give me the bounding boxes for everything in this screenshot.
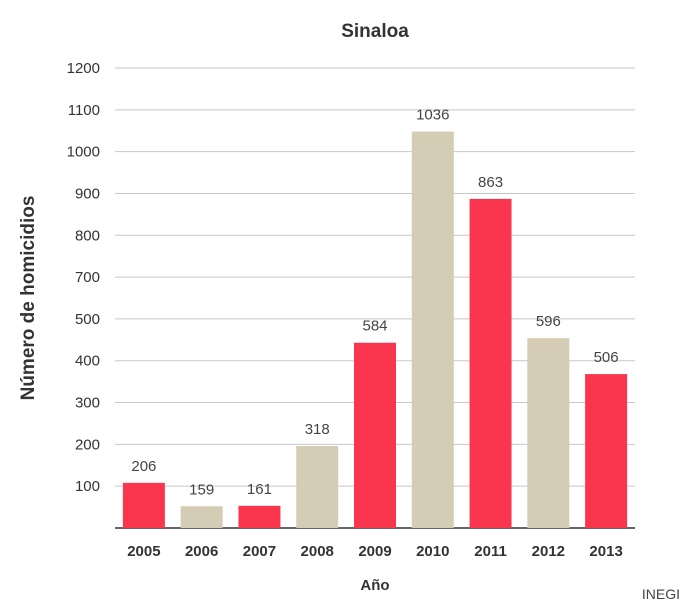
x-tick-label-2013: 2013 xyxy=(589,543,622,560)
bar-2005 xyxy=(122,482,165,528)
x-tick-label-2012: 2012 xyxy=(532,543,565,560)
x-tick-label-2006: 2006 xyxy=(185,543,218,560)
y-tick-label: 1000 xyxy=(67,144,100,161)
data-label-2007: 161 xyxy=(247,481,272,498)
x-tick-label-2010: 2010 xyxy=(416,543,449,560)
y-tick-label: 100 xyxy=(75,478,100,495)
data-labels: 206 159 161 318 584 1036 863 596 506 xyxy=(131,107,618,499)
y-tick-label: 800 xyxy=(75,227,100,244)
bar-2006 xyxy=(180,506,223,528)
x-axis-title: Año xyxy=(360,577,389,594)
y-tick-label: 200 xyxy=(75,436,100,453)
x-tick-label-2005: 2005 xyxy=(127,543,160,560)
data-label-2009: 584 xyxy=(362,318,387,335)
data-label-2010: 1036 xyxy=(416,107,449,124)
bar-2010 xyxy=(411,131,454,528)
y-tick-label: 400 xyxy=(75,353,100,370)
y-tick-label: 900 xyxy=(75,185,100,202)
bar-2009 xyxy=(354,342,396,528)
bar-2012 xyxy=(527,338,570,528)
y-axis-title: Número de homicidios xyxy=(18,196,39,401)
y-tick-label: 1100 xyxy=(68,102,100,119)
y-axis-ticks: 100 200 300 400 500 700 800 900 1000 1100 1200 xyxy=(67,60,100,495)
data-label-2012: 596 xyxy=(536,313,561,330)
bar-2008 xyxy=(296,446,339,528)
x-axis-ticks: 2005 2006 2007 2008 2009 2010 2011 2012 2013 xyxy=(127,543,623,560)
bar-2013 xyxy=(585,374,628,528)
y-tick-label: 1200 xyxy=(67,60,100,77)
x-tick-label-2008: 2008 xyxy=(301,543,334,560)
y-tick-label: 700 xyxy=(75,269,100,286)
bars xyxy=(122,131,628,528)
bar-2007 xyxy=(238,505,281,528)
data-label-2006: 159 xyxy=(189,481,214,498)
x-tick-label-2009: 2009 xyxy=(358,543,391,560)
data-label-2008: 318 xyxy=(305,421,330,438)
data-label-2011: 863 xyxy=(478,174,503,191)
data-label-2013: 506 xyxy=(594,349,619,366)
data-label-2005: 206 xyxy=(131,458,156,475)
bar-2011 xyxy=(469,198,512,528)
y-tick-label: 500 xyxy=(75,311,100,328)
x-tick-label-2007: 2007 xyxy=(243,543,276,560)
x-tick-label-2011: 2011 xyxy=(474,543,507,560)
chart-title: Sinaloa xyxy=(341,21,409,42)
source-label: INEGI xyxy=(642,586,680,602)
y-tick-label: 300 xyxy=(75,395,100,412)
